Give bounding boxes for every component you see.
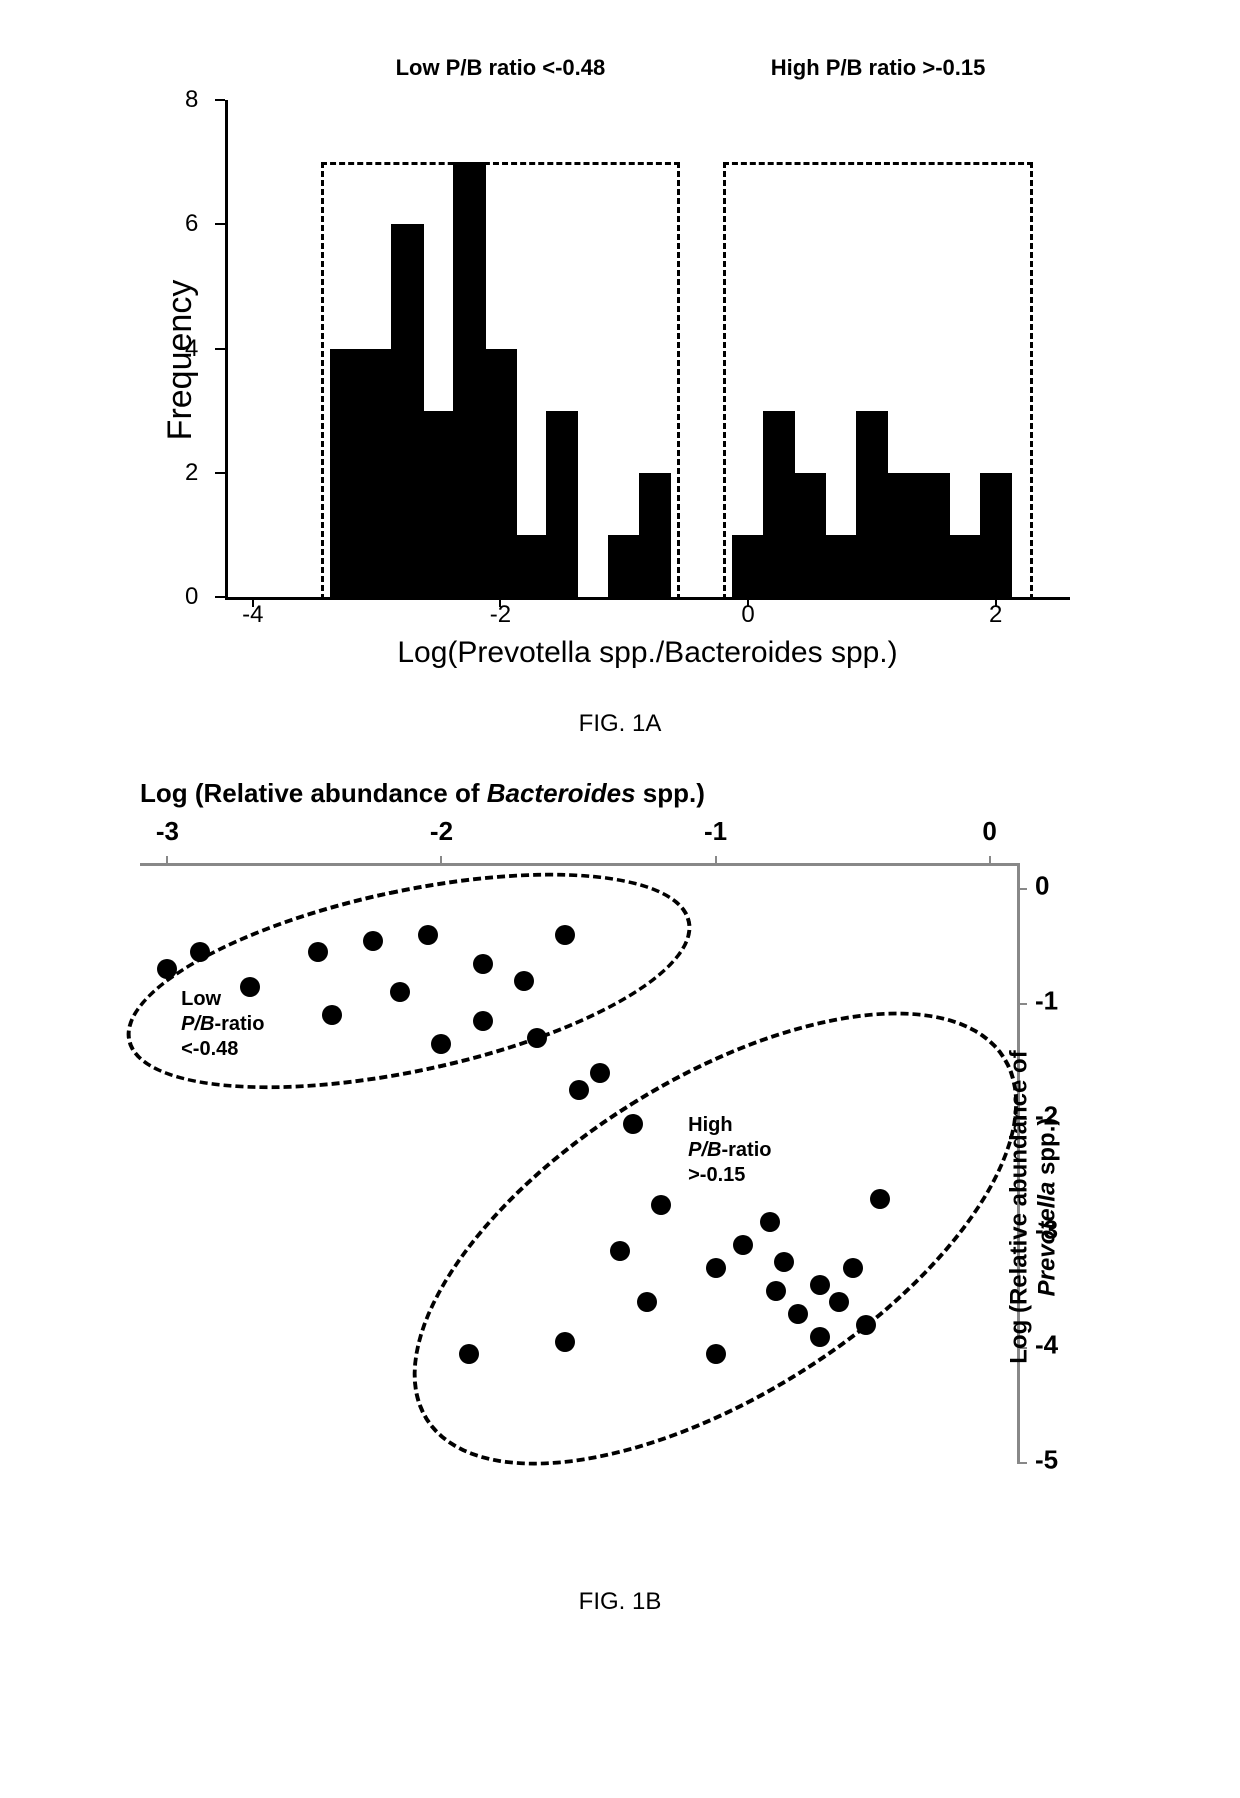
scatter-xlabel-suffix: spp.) <box>636 778 705 808</box>
scatter-ytick-label: -5 <box>1035 1445 1058 1476</box>
scatter-container: Log (Relative abundance of Bacteroides s… <box>120 778 1120 1558</box>
scatter-plot-area: LowP/B-ratio<-0.48 HighP/B-ratio>-0.15 <box>140 863 1020 1463</box>
figure-1b: Log (Relative abundance of Bacteroides s… <box>60 778 1180 1616</box>
scatter-point-high <box>569 1080 589 1100</box>
histogram-container: Frequency Low P/B ratio <-0.48 High P/B … <box>130 40 1110 680</box>
scatter-ytick-label: -4 <box>1035 1330 1058 1361</box>
histogram-group-box-high <box>723 162 1033 600</box>
scatter-xtick-mark <box>440 856 442 866</box>
scatter-xlabel-italic: Bacteroides <box>487 778 636 808</box>
scatter-ytick-label: 0 <box>1035 870 1049 901</box>
hist-ytick-label: 6 <box>185 210 198 238</box>
scatter-ytick-mark <box>1017 1003 1027 1005</box>
scatter-xtick-label: 0 <box>982 816 996 847</box>
scatter-cluster-label-low: LowP/B-ratio<-0.48 <box>181 987 264 1062</box>
hist-ytick-mark <box>215 348 225 350</box>
hist-ytick-mark <box>215 472 225 474</box>
scatter-ytick-label: -1 <box>1035 985 1058 1016</box>
scatter-x-axis-label-top: Log (Relative abundance of Bacteroides s… <box>140 778 705 809</box>
hist-ytick-label: 2 <box>185 459 198 487</box>
histogram-group-box-low <box>321 162 680 600</box>
hist-ytick-label: 8 <box>185 86 198 114</box>
scatter-xtick-mark <box>715 856 717 866</box>
hist-ytick-mark <box>215 99 225 101</box>
hist-xtick-mark <box>747 597 749 607</box>
histogram-plot-area: Low P/B ratio <-0.48 High P/B ratio >-0.… <box>225 100 1070 600</box>
hist-xtick-mark <box>995 597 997 607</box>
scatter-xtick-label: -3 <box>156 816 179 847</box>
histogram-group-label-low: Low P/B ratio <-0.48 <box>396 55 606 81</box>
figure-1a-caption: FIG. 1A <box>60 710 1180 738</box>
scatter-ytick-label: -2 <box>1035 1100 1058 1131</box>
hist-ytick-mark <box>215 596 225 598</box>
hist-ytick-label: 4 <box>185 335 198 363</box>
scatter-ellipse-low <box>108 831 709 1130</box>
hist-ytick-mark <box>215 223 225 225</box>
hist-xtick-mark <box>499 597 501 607</box>
histogram-group-label-high: High P/B ratio >-0.15 <box>771 55 986 81</box>
scatter-ytick-mark <box>1017 888 1027 890</box>
scatter-xtick-label: -1 <box>704 816 727 847</box>
scatter-point-high <box>590 1063 610 1083</box>
hist-xtick-mark <box>252 597 254 607</box>
hist-ytick-label: 0 <box>185 583 198 611</box>
scatter-cluster-label-high: HighP/B-ratio>-0.15 <box>688 1113 771 1188</box>
hist-x-axis-label: Log(Prevotella spp./Bacteroides spp.) <box>225 636 1070 670</box>
scatter-ylabel-prefix: Log (Relative abundance of <box>1005 1050 1032 1363</box>
scatter-ytick-mark <box>1017 1462 1027 1464</box>
scatter-xtick-mark <box>989 856 991 866</box>
figure-1a: Frequency Low P/B ratio <-0.48 High P/B … <box>60 40 1180 738</box>
scatter-y-axis-label-right: Log (Relative abundance of Prevotella sp… <box>1005 1050 1061 1363</box>
scatter-xtick-label: -2 <box>430 816 453 847</box>
scatter-xtick-mark <box>166 856 168 866</box>
figure-1b-caption: FIG. 1B <box>60 1588 1180 1616</box>
scatter-xlabel-prefix: Log (Relative abundance of <box>140 778 487 808</box>
scatter-ytick-label: -3 <box>1035 1215 1058 1246</box>
